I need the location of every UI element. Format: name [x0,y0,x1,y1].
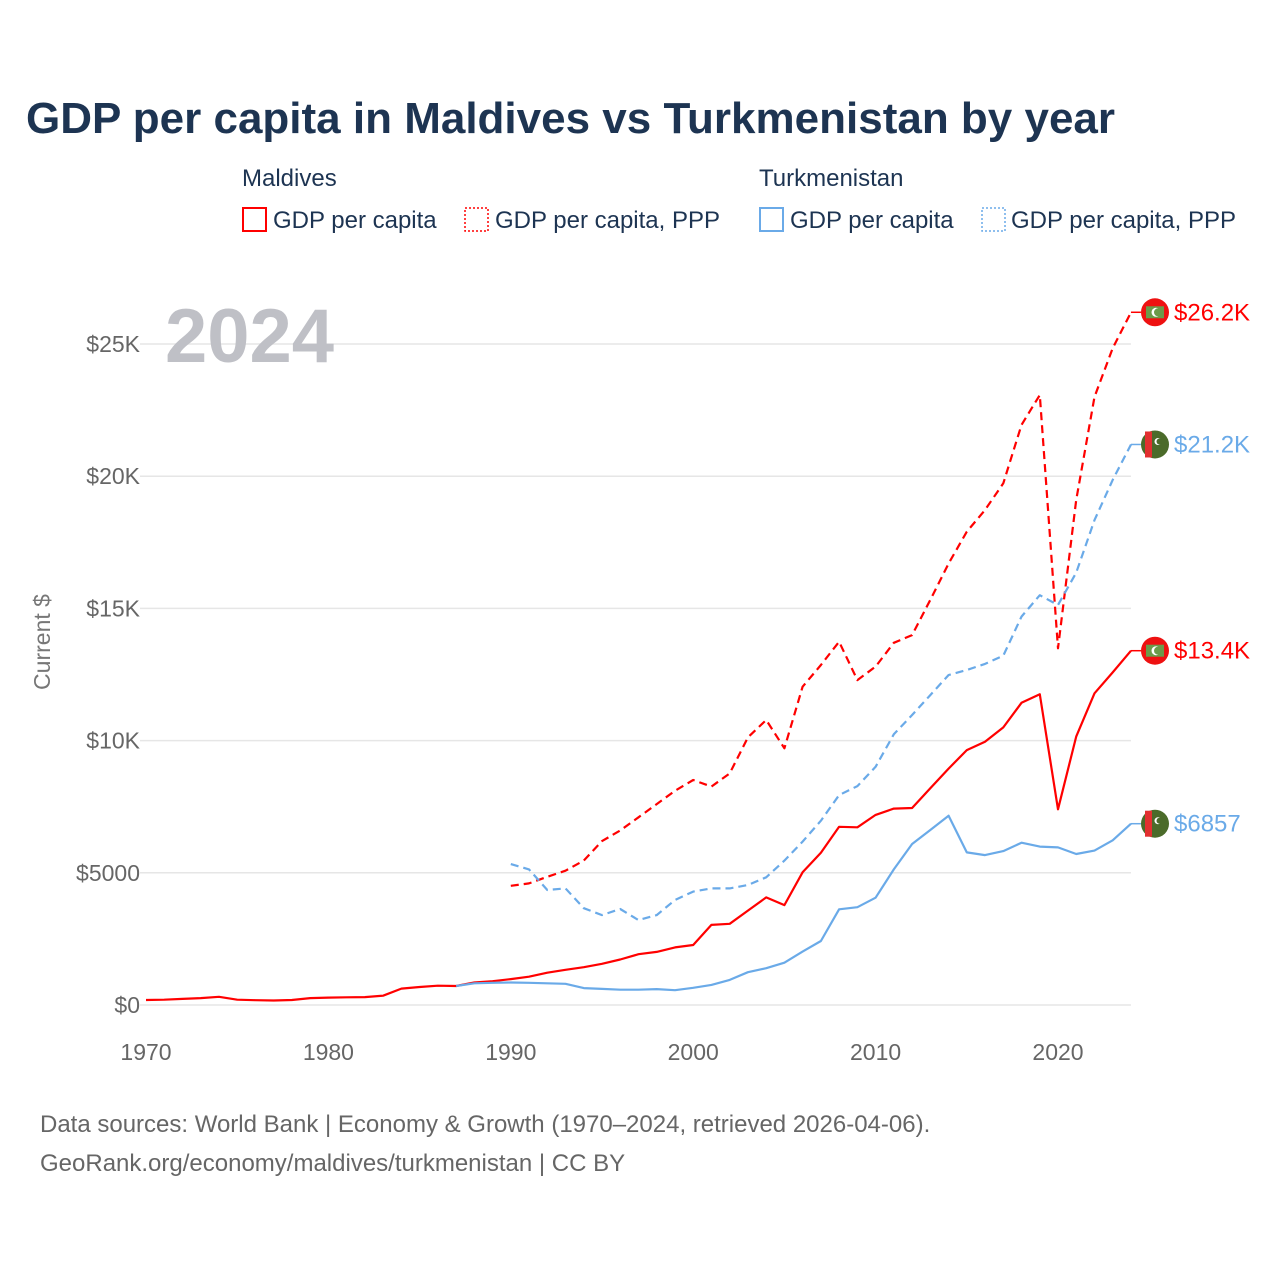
x-tick-label: 2020 [1032,1039,1083,1065]
series-line-turkmenistan-gdp-per-capita-ppp[interactable] [510,443,1132,922]
end-value-label: $26.2K [1174,299,1250,326]
legend-item-maldives-gdp[interactable]: GDP per capita [273,207,437,234]
legend-swatch-turkmenistan-ppp [981,207,1006,232]
series-end-labels: $13.4K $26.2K $6857 $21.2K [1130,298,1250,838]
chart-title: GDP per capita in Maldives vs Turkmenist… [26,94,1115,143]
legend-swatch-turkmenistan-gdp [759,207,784,232]
footer-sources: Data sources: World Bank | Economy & Gro… [40,1111,930,1138]
y-tick-label: $15K [86,595,140,621]
y-tick-label: $20K [86,463,140,489]
end-value-label: $6857 [1174,811,1241,838]
y-axis-label: Current $ [29,594,55,690]
series-line-turkmenistan-gdp-per-capita[interactable] [455,814,1132,992]
series-lines [145,311,1132,1002]
series-line-maldives-gdp-per-capita[interactable] [145,649,1132,1002]
y-tick-label: $10K [86,728,140,754]
end-value-label: $21.2K [1174,431,1250,458]
maldives-flag-icon [1141,636,1169,665]
turkmenistan-flag-icon [1141,809,1169,838]
end-value-label: $13.4K [1174,638,1250,665]
x-axis: 1970 1980 1990 2000 2010 2020 [120,1039,1083,1065]
current-year-label: 2024 [165,294,334,379]
x-tick-label: 2000 [668,1039,719,1065]
x-tick-label: 1970 [120,1039,171,1065]
legend-item-maldives-ppp[interactable]: GDP per capita, PPP [495,207,720,234]
legend-swatch-maldives-gdp [242,207,267,232]
y-tick-label: $25K [86,331,140,357]
footer-link[interactable]: GeoRank.org/economy/maldives/turkmenista… [40,1150,625,1177]
turkmenistan-flag-icon [1141,430,1169,459]
x-tick-label: 1980 [303,1039,354,1065]
legend: Maldives GDP per capita GDP per capita, … [242,165,1236,234]
x-tick-label: 2010 [850,1039,901,1065]
legend-swatch-maldives-ppp [464,207,489,232]
y-tick-label: $5000 [76,860,140,886]
x-tick-label: 1990 [485,1039,536,1065]
y-axis: $0 $5000 $10K $15K $20K $25K [76,331,141,1018]
gridlines [140,343,1131,1006]
legend-item-turkmenistan-gdp[interactable]: GDP per capita [790,207,954,234]
legend-item-turkmenistan-ppp[interactable]: GDP per capita, PPP [1011,207,1236,234]
maldives-flag-icon [1141,298,1169,327]
legend-group-maldives: Maldives [242,165,337,192]
legend-group-turkmenistan: Turkmenistan [759,165,904,192]
y-tick-label: $0 [114,992,140,1018]
series-line-maldives-gdp-per-capita-ppp[interactable] [510,311,1132,887]
